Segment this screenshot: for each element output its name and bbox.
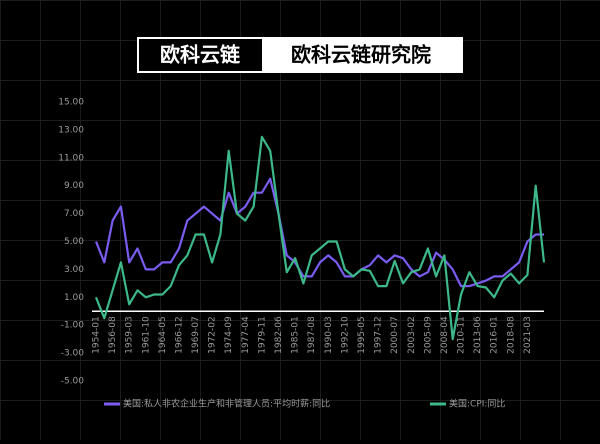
x-tick-label: 2010-11: [457, 316, 467, 354]
y-tick-label: 3.00: [64, 265, 84, 275]
x-tick-label: 1977-04: [241, 316, 251, 354]
x-tick-label: 2005-09: [423, 316, 433, 354]
y-tick-label: 7.00: [64, 209, 84, 219]
x-tick-label: 2021-03: [523, 316, 533, 354]
x-tick-label: 1997-12: [374, 316, 384, 354]
y-tick-label: -5.00: [61, 377, 85, 387]
x-tick-label: 1985-01: [291, 316, 301, 354]
x-tick-label: 1954-01: [92, 316, 102, 354]
y-tick-label: 15.00: [58, 98, 84, 108]
series-line: [94, 177, 544, 288]
x-tick-label: 2013-06: [473, 316, 483, 354]
x-tick-label: 2000-07: [390, 316, 400, 354]
brand-name: 欧科云链研究院: [291, 43, 431, 67]
y-tick-label: 11.00: [58, 153, 84, 163]
x-tick-label: 1979-11: [257, 316, 267, 354]
x-tick-label: 1972-02: [208, 316, 218, 354]
y-tick-label: -3.00: [61, 349, 85, 359]
x-tick-label: 1987-08: [307, 316, 317, 354]
banner-right: [262, 39, 461, 71]
x-tick-label: 1974-09: [224, 316, 234, 354]
brand-logo: 欧科云链: [160, 43, 241, 67]
y-tick-label: 5.00: [64, 237, 84, 247]
legend-label: 美国:CPI:同比: [449, 398, 505, 410]
series-line: [94, 135, 546, 341]
y-tick-label: -1.00: [61, 321, 85, 331]
x-tick-label: 2003-02: [407, 316, 417, 354]
x-tick-label: 1956-08: [108, 316, 118, 354]
x-tick-label: 2016-01: [490, 316, 500, 354]
x-tick-label: 1992-10: [340, 316, 350, 354]
x-tick-label: 2008-04: [440, 316, 450, 354]
x-tick-label: 1982-06: [274, 316, 284, 354]
y-tick-label: 1.00: [64, 293, 84, 303]
x-tick-label: 1995-05: [357, 316, 367, 354]
x-tick-label: 1966-12: [174, 316, 184, 354]
x-tick-label: 1969-07: [191, 316, 201, 354]
x-tick-label: 1959-03: [125, 316, 135, 354]
legend-label: 美国:私人非农企业生产和非管理人员:平均时薪:同比: [123, 398, 330, 410]
x-tick-label: 2018-08: [506, 316, 516, 354]
y-tick-label: 13.00: [58, 125, 84, 135]
x-tick-label: 1961-10: [141, 316, 151, 354]
x-tick-label: 1990-03: [324, 316, 334, 354]
x-tick-label: 1964-05: [158, 316, 168, 354]
y-tick-label: 9.00: [64, 181, 84, 191]
